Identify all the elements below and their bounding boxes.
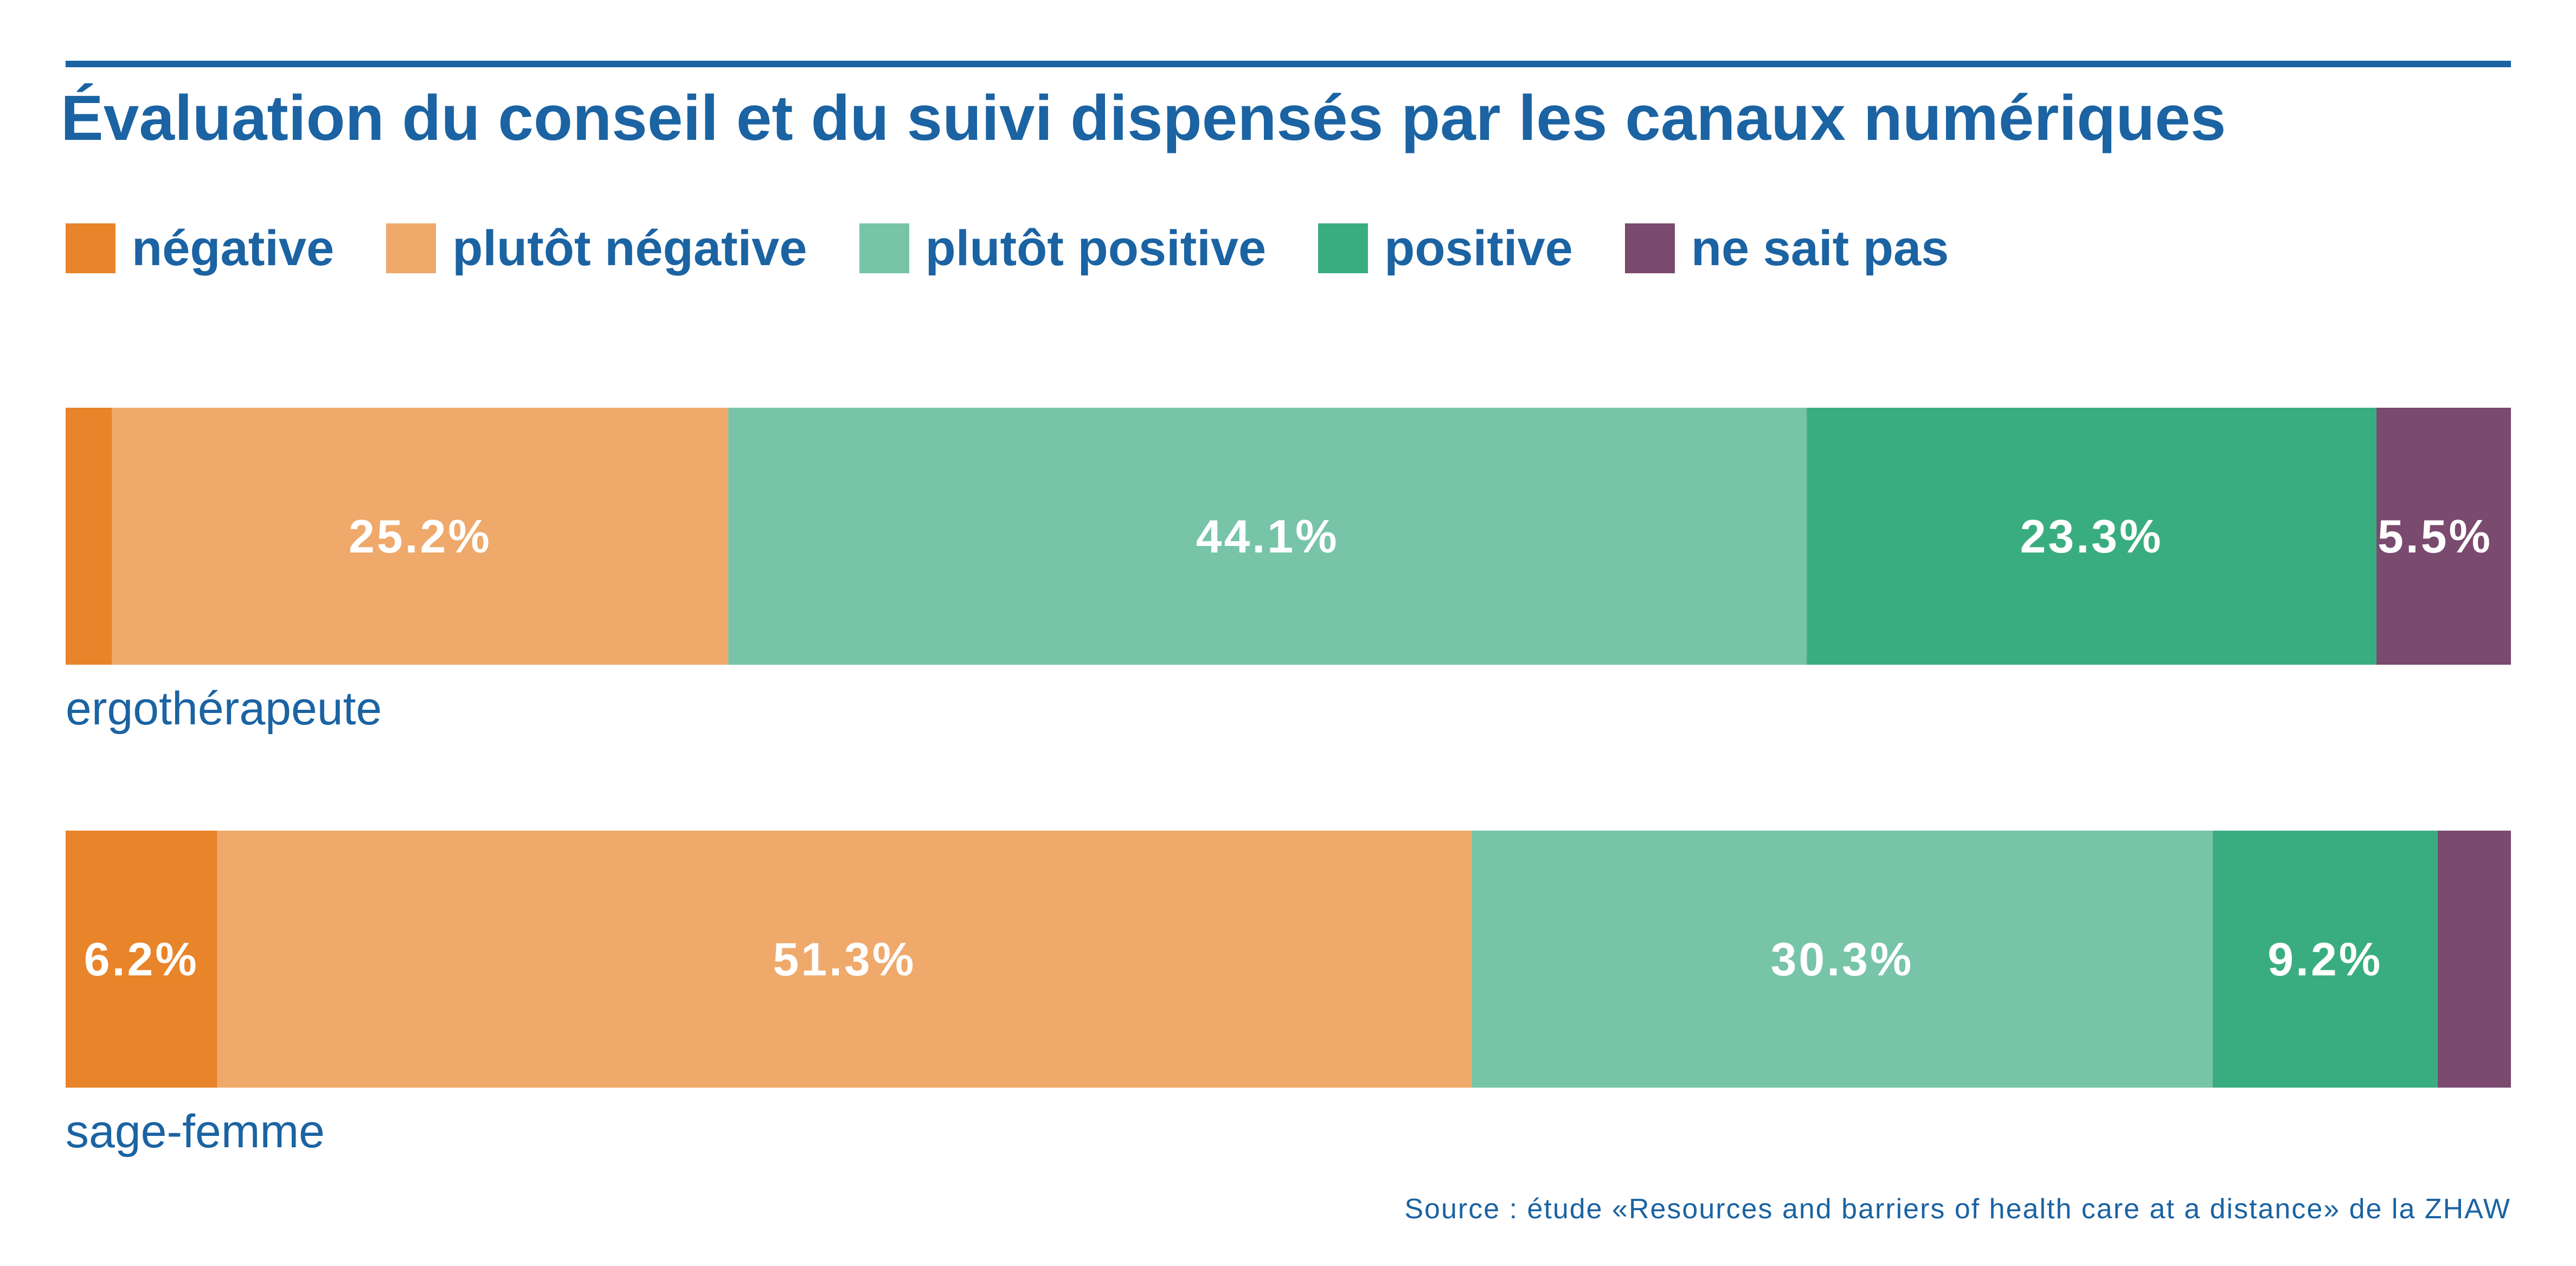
legend-swatch-negative — [66, 223, 115, 273]
bar-segment-1-3 — [2212, 831, 2438, 1088]
legend-label-negative: négative — [132, 220, 335, 276]
category-label-1: sage-femme — [66, 1106, 325, 1158]
legend-label-rather-negative: plutôt négative — [452, 220, 807, 276]
source-note: Source : étude «Resources and barriers o… — [1404, 1193, 2511, 1225]
legend-item-negative: négative — [66, 220, 334, 277]
top-rule — [66, 61, 2511, 67]
legend-swatch-rather-positive — [859, 223, 909, 273]
bar-segment-0-2 — [728, 408, 1807, 665]
value-label-0-1: 25.2% — [349, 511, 492, 563]
bar-segment-0-3 — [1807, 408, 2376, 665]
bar-segment-0-4 — [2376, 408, 2511, 665]
legend-item-positive: positive — [1318, 220, 1573, 277]
legend-item-dont-know: ne sait pas — [1624, 220, 1949, 277]
value-label-0-3: 23.3% — [2020, 511, 2163, 563]
value-label-1-2: 30.3% — [1771, 934, 1914, 986]
bar-segment-1-0 — [66, 831, 217, 1088]
legend-label-dont-know: ne sait pas — [1691, 220, 1949, 276]
category-label-0: ergothérapeute — [66, 683, 382, 735]
legend-item-rather-negative: plutôt négative — [386, 220, 807, 277]
legend: négative plutôt négative plutôt positive… — [66, 220, 2001, 277]
bar-segment-1-2 — [1472, 831, 2213, 1088]
bar-segment-0-1 — [112, 408, 729, 665]
bar-segment-0-0 — [66, 408, 112, 665]
value-label-1-3: 9.2% — [2267, 934, 2382, 986]
legend-swatch-rather-negative — [386, 223, 436, 273]
value-label-1-0: 6.2% — [84, 934, 199, 986]
legend-swatch-dont-know — [1624, 223, 1675, 273]
bar-segment-1-4 — [2437, 831, 2511, 1088]
legend-label-positive: positive — [1384, 220, 1573, 276]
chart-title: Évaluation du conseil et du suivi dispen… — [61, 82, 2226, 154]
value-label-0-4: 5.5% — [2378, 511, 2493, 563]
bar-segment-1-1 — [217, 831, 1472, 1088]
value-label-0-2: 44.1% — [1196, 511, 1339, 563]
legend-item-rather-positive: plutôt positive — [859, 220, 1267, 277]
legend-label-rather-positive: plutôt positive — [925, 220, 1267, 276]
value-label-1-1: 51.3% — [773, 934, 916, 986]
legend-swatch-positive — [1318, 223, 1369, 273]
